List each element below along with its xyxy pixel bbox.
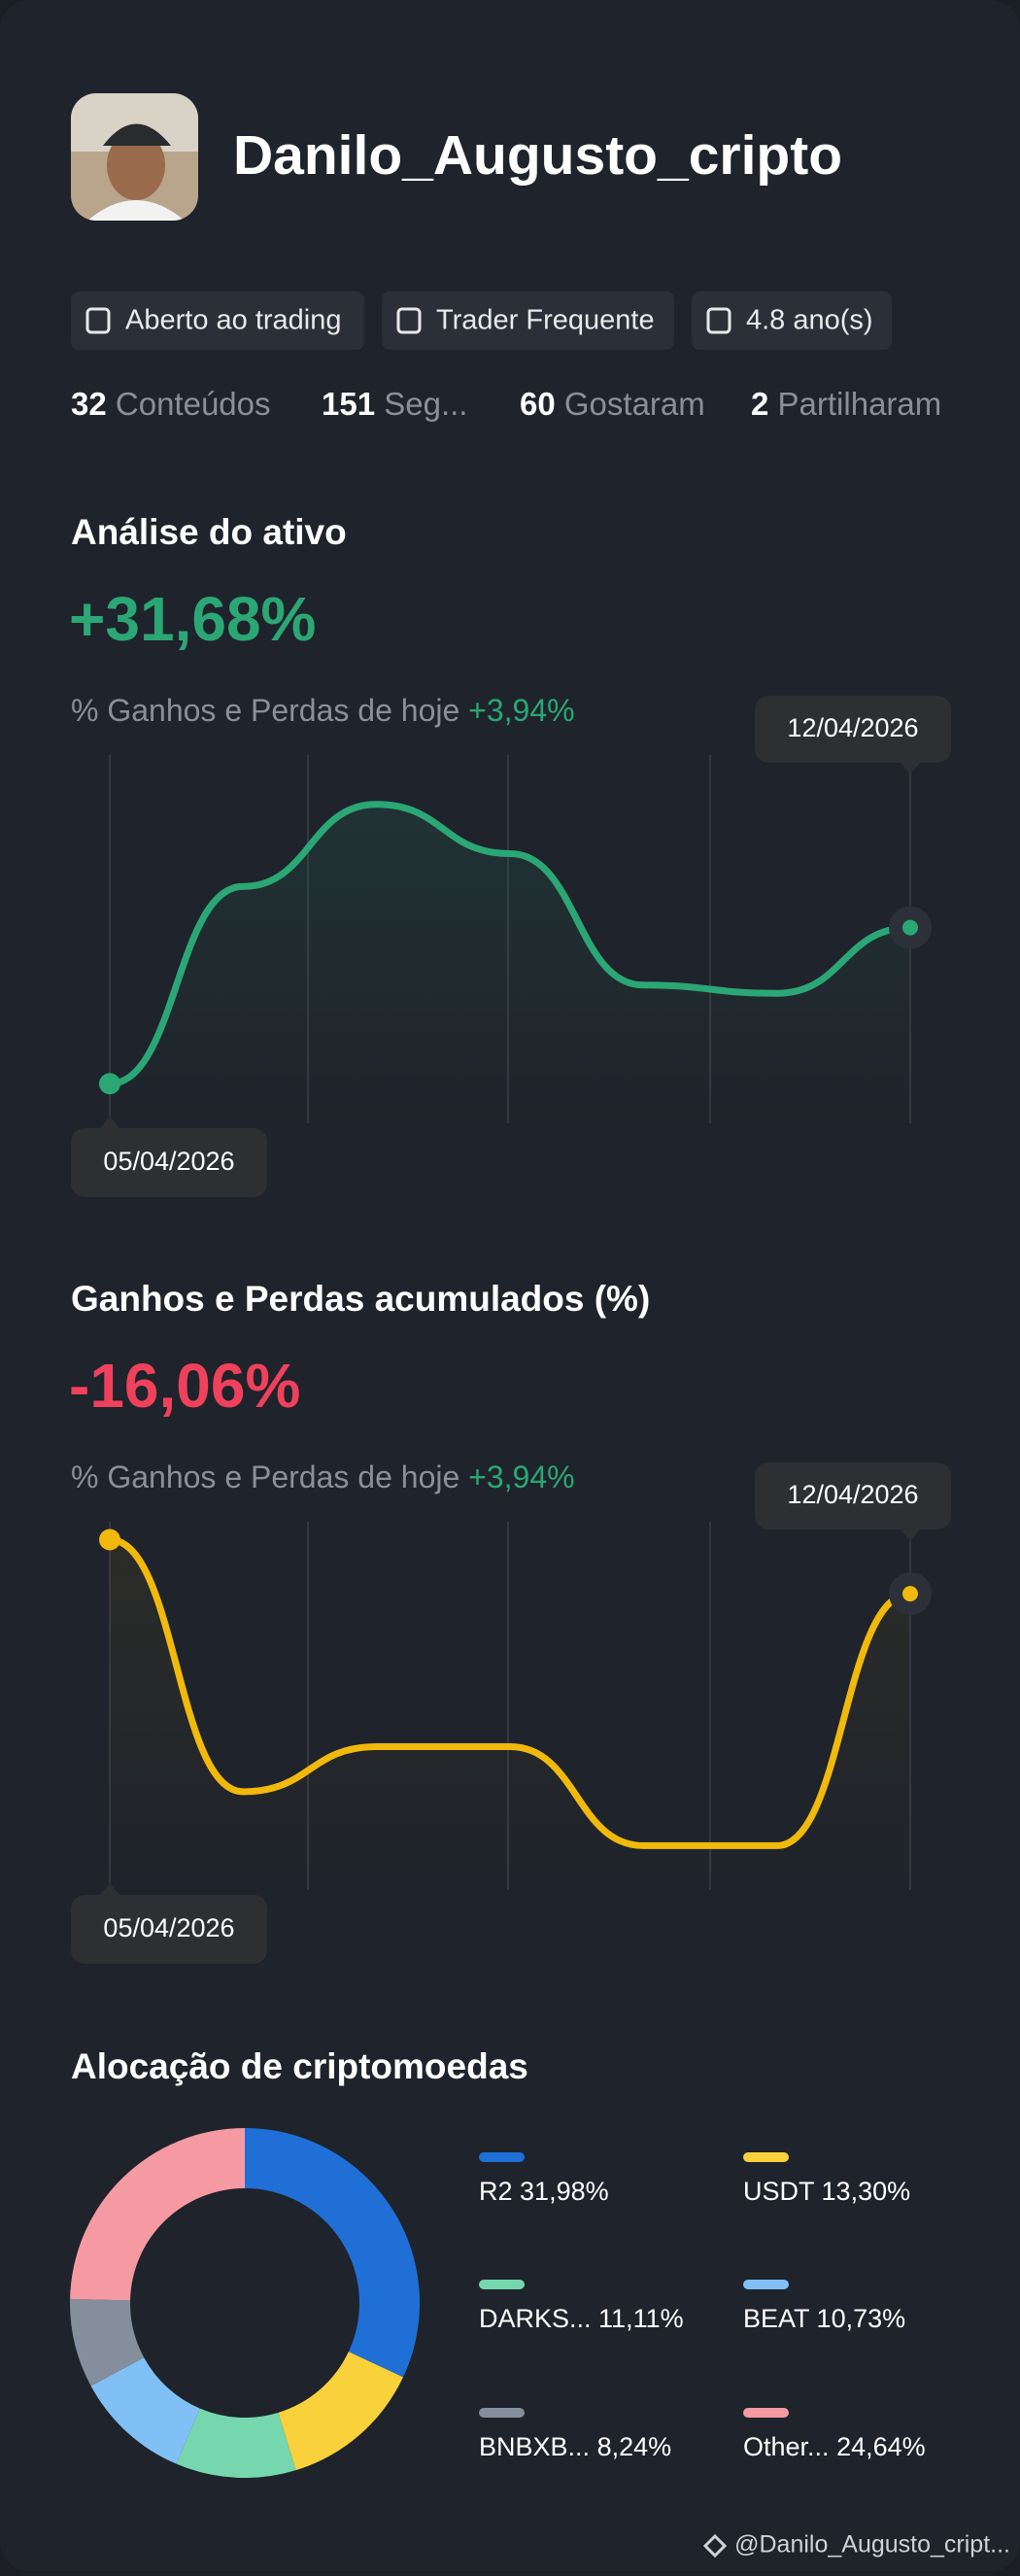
headline-value: -16,06% [69, 1351, 300, 1421]
section-title: Ganhos e Perdas acumulados (%) [71, 1279, 650, 1319]
stat: 151 Seg... [322, 386, 467, 422]
legend-name: USDT [743, 2177, 814, 2206]
footer-handle: @Danilo_Augusto_cript... [734, 2531, 1010, 2559]
stat: 32 Conteúdos [71, 386, 271, 422]
legend-swatch [479, 2280, 525, 2289]
stat-label: Gostaram [564, 386, 705, 422]
area-fill [110, 1539, 910, 1890]
start-point [99, 1073, 120, 1095]
date-tooltip [755, 696, 951, 763]
today-change: +3,94% [468, 693, 574, 728]
stat-count: 32 [71, 386, 107, 422]
donut-segment [245, 2128, 420, 2378]
stat-count: 60 [520, 386, 556, 422]
tag-label: Trader Frequente [436, 305, 655, 336]
tag-icon [396, 307, 422, 334]
tag-icon [706, 307, 731, 334]
legend-swatch [479, 2152, 525, 2162]
tooltip-pointer [901, 763, 920, 774]
end-point [902, 1586, 918, 1602]
username: Danilo_Augusto_cripto [233, 124, 842, 187]
donut-segment [90, 2357, 200, 2464]
stat-count: 2 [751, 386, 768, 422]
donut-segment [70, 2128, 245, 2301]
tag-label: Aberto ao trading [125, 305, 341, 336]
subtitle: % Ganhos e Perdas de hoje +3,94% [71, 693, 575, 728]
legend-name: Other... [743, 2432, 830, 2461]
section-title: Alocação de criptomoedas [71, 2046, 528, 2086]
donut-segment [176, 2408, 296, 2478]
legend-entry: BNBXB... 8,24% [479, 2432, 671, 2461]
stat-label: Partilharam [778, 386, 942, 422]
date-tooltip [71, 1128, 267, 1197]
tag-chip [692, 292, 892, 350]
donut-segment [278, 2352, 403, 2471]
date-tooltip [71, 1895, 267, 1964]
legend-name: BEAT [743, 2304, 809, 2333]
stat-count: 151 [322, 386, 375, 422]
legend-swatch [743, 2152, 789, 2162]
stat-label: Conteúdos [116, 386, 271, 422]
legend-entry: USDT 13,30% [743, 2177, 910, 2206]
area-fill [110, 804, 910, 1123]
tag-chip [71, 292, 364, 350]
tooltip-pointer [100, 1116, 119, 1128]
subtitle-text: % Ganhos e Perdas de hoje [71, 1460, 459, 1494]
tag-icon [85, 307, 111, 334]
stat-label: Seg... [384, 386, 467, 422]
legend-entry: R2 31,98% [479, 2177, 609, 2206]
start-date: 05/04/2026 [103, 1147, 234, 1176]
legend-swatch [743, 2280, 789, 2289]
legend-name: DARKS... [479, 2304, 592, 2333]
legend-value: 8,24% [597, 2432, 672, 2461]
end-date: 12/04/2026 [787, 1480, 918, 1509]
tag-chip [382, 292, 674, 350]
donut-segment [69, 2298, 145, 2387]
stat: 60 Gostaram [520, 386, 705, 422]
line [106, 801, 914, 1087]
start-date: 05/04/2026 [103, 1913, 234, 1942]
legend-swatch [479, 2408, 525, 2418]
legend-entry: DARKS... 11,11% [479, 2304, 684, 2333]
avatar [71, 93, 198, 221]
headline-value: +31,68% [69, 584, 316, 654]
legend-name: R2 [479, 2177, 513, 2206]
stat: 2 Partilharam [751, 386, 941, 422]
subtitle: % Ganhos e Perdas de hoje +3,94% [71, 1460, 575, 1494]
end-point [902, 919, 918, 936]
start-point [99, 1528, 120, 1551]
legend-value: 11,11% [598, 2304, 684, 2333]
date-tooltip [755, 1462, 951, 1529]
legend-entry: Other... 24,64% [743, 2432, 926, 2461]
line [106, 1536, 914, 1849]
tag-label: 4.8 ano(s) [746, 305, 873, 336]
legend-name: BNBXB... [479, 2432, 590, 2461]
legend-value: 13,30% [822, 2177, 911, 2206]
tooltip-pointer [901, 1529, 920, 1541]
legend-value: 24,64% [836, 2432, 926, 2461]
subtitle-text: % Ganhos e Perdas de hoje [71, 693, 459, 728]
legend-value: 10,73% [817, 2304, 906, 2333]
end-date: 12/04/2026 [787, 713, 918, 742]
watermark-icon [702, 2533, 728, 2559]
legend-entry: BEAT 10,73% [743, 2304, 905, 2333]
tooltip-pointer [100, 1883, 119, 1895]
today-change: +3,94% [468, 1460, 574, 1494]
legend-value: 31,98% [520, 2177, 609, 2206]
legend-swatch [743, 2408, 789, 2418]
section-title: Análise do ativo [71, 512, 347, 552]
